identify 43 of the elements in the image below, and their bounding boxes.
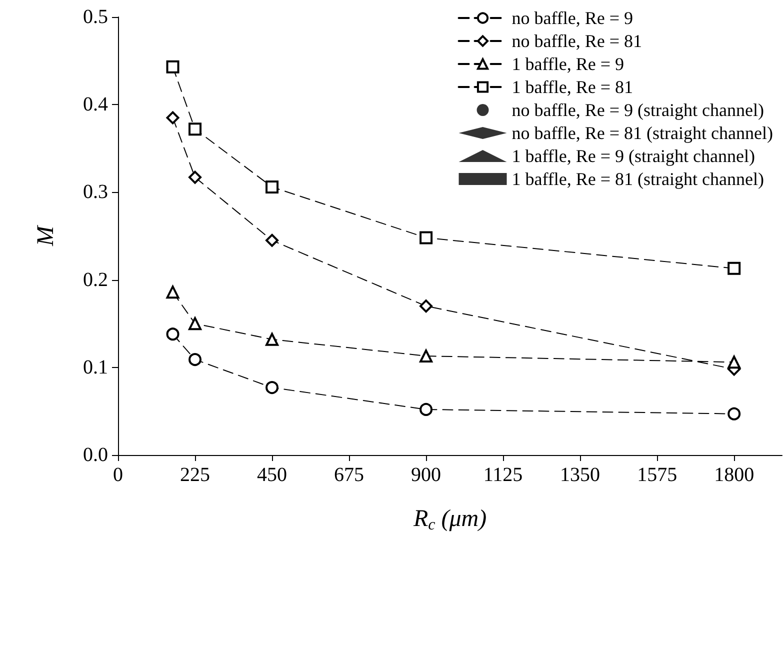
legend-label: 1 baffle, Re = 81 (straight channel) bbox=[512, 169, 764, 189]
point bbox=[266, 381, 279, 394]
point bbox=[728, 407, 741, 420]
point bbox=[166, 286, 180, 299]
legend-label: no baffle, Re = 81 (straight channel) bbox=[512, 123, 774, 143]
x-tick-label: 900 bbox=[411, 464, 442, 486]
x-tick-label: 1350 bbox=[560, 464, 600, 486]
point bbox=[266, 332, 279, 346]
point bbox=[188, 317, 202, 330]
y-axis-title: M bbox=[33, 224, 59, 247]
x-tick-label: 1125 bbox=[483, 464, 523, 486]
legend-label: no baffle, Re = 9 bbox=[512, 8, 634, 28]
y-tick-label: 0.4 bbox=[83, 94, 108, 116]
y-tick-label: 0.3 bbox=[83, 181, 108, 204]
x-tick-label: 225 bbox=[180, 464, 210, 486]
legend-label: 1 baffle, Re = 9 (straight channel) bbox=[512, 146, 756, 166]
point bbox=[728, 262, 741, 275]
point bbox=[420, 402, 433, 416]
x-tick-label: 675 bbox=[334, 464, 364, 486]
point bbox=[420, 231, 433, 244]
legend-label: no baffle, Re = 9 (straight channel) bbox=[512, 100, 764, 120]
y-tick-label: 0.0 bbox=[83, 444, 108, 466]
point bbox=[166, 111, 180, 124]
point bbox=[728, 356, 741, 369]
point bbox=[420, 350, 433, 363]
x-tick-label: 1800 bbox=[714, 464, 754, 486]
point bbox=[188, 353, 202, 366]
point bbox=[188, 170, 202, 184]
x-tick-label: 450 bbox=[257, 464, 288, 486]
point bbox=[420, 300, 433, 313]
legend-label: 1 baffle, Re = 9 bbox=[512, 54, 624, 74]
point bbox=[266, 234, 279, 247]
point bbox=[266, 180, 279, 194]
point bbox=[166, 60, 180, 74]
x-tick-label: 0 bbox=[113, 464, 123, 486]
legend-label: 1 baffle, Re = 81 bbox=[512, 77, 634, 97]
y-tick-label: 0.2 bbox=[83, 268, 108, 291]
point bbox=[166, 328, 180, 341]
point bbox=[188, 122, 202, 136]
y-tick-label: 0.1 bbox=[83, 356, 108, 378]
legend-label: no baffle, Re = 81 bbox=[512, 31, 642, 51]
y-tick-label: 0.5 bbox=[83, 6, 108, 28]
x-tick-label: 1575 bbox=[637, 464, 678, 486]
